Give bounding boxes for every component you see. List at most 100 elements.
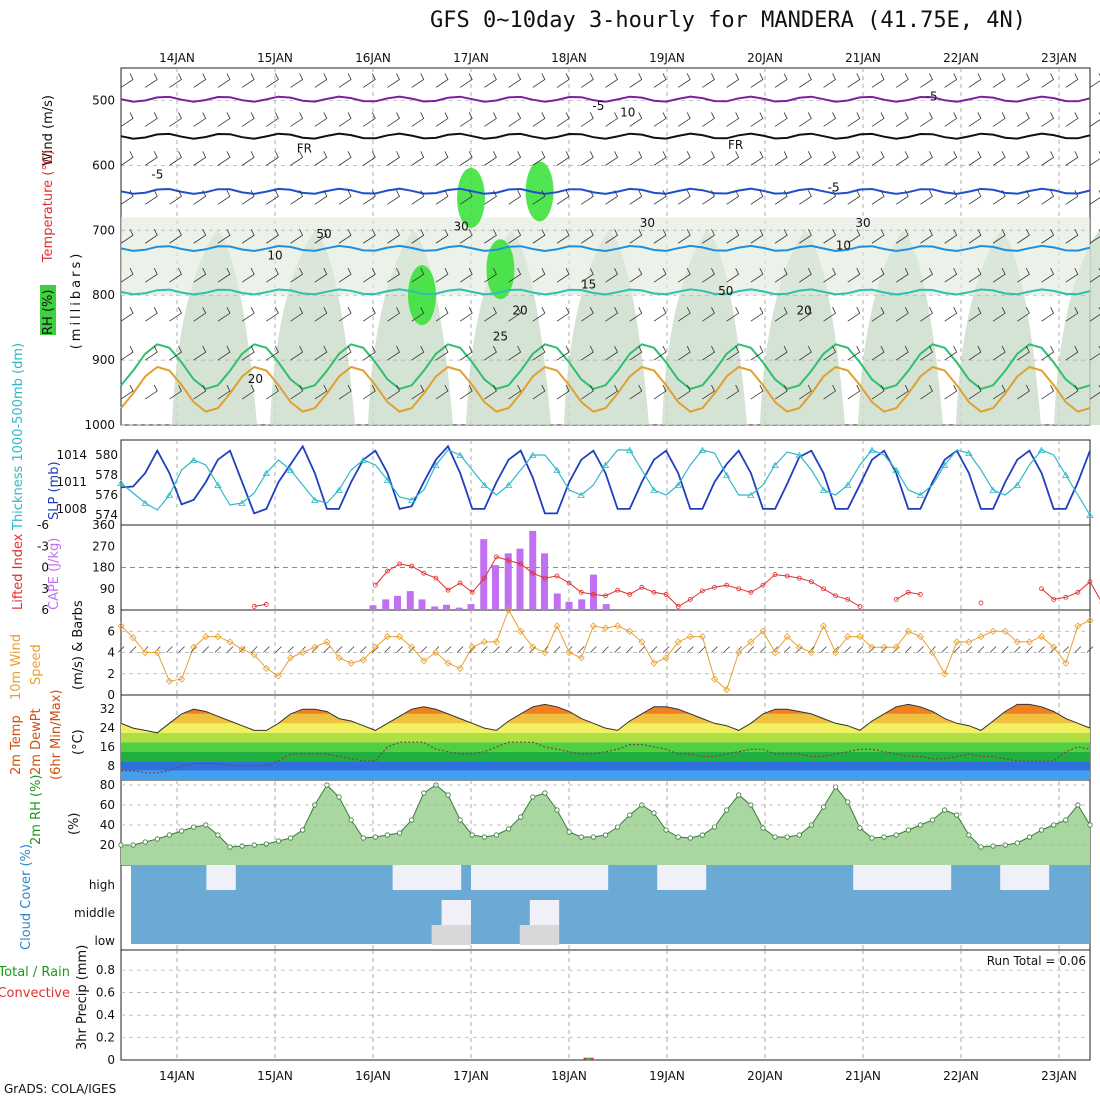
wind-point [202, 632, 210, 641]
temp-axis-label-b: 2m DewPt [29, 708, 44, 775]
bottom-day-label: 19JAN [649, 1069, 685, 1083]
li-point [566, 580, 572, 586]
wind-barb [120, 384, 134, 400]
li-point [1039, 586, 1044, 592]
wind-point [335, 654, 343, 662]
temp-tick: 32 [100, 702, 115, 716]
wind-barb [823, 345, 837, 361]
wind-point [238, 645, 246, 653]
wind-barb [581, 306, 594, 322]
wind-barb [120, 190, 134, 205]
rh-point [348, 817, 354, 823]
wind-barb [459, 190, 473, 205]
li-tick: -6 [37, 518, 49, 532]
wind-barb [799, 384, 812, 400]
wind-barb [532, 151, 546, 166]
wind-barb [508, 151, 522, 166]
wind-barb [920, 229, 933, 244]
wind-barb [847, 229, 861, 244]
contour-label: 10 [836, 239, 851, 253]
wind-barb [169, 151, 182, 166]
cape-tick: 180 [92, 561, 115, 575]
thickness-point [189, 456, 198, 463]
li-point [833, 593, 839, 599]
wind-barb [435, 112, 449, 127]
wind-barb [193, 190, 207, 205]
wind-point [989, 627, 997, 635]
wind-point [904, 627, 912, 635]
wind-barb [702, 229, 715, 244]
wind-barb [314, 73, 328, 88]
wind-barb [750, 229, 764, 244]
wind-barb [532, 190, 546, 205]
wind-barb [217, 151, 231, 166]
isotherm-line [120, 187, 1091, 195]
wind-barb-10m [372, 646, 379, 653]
wind-barb [968, 384, 982, 400]
rh-point [833, 784, 839, 790]
li-tick: -3 [37, 539, 49, 553]
wind-barb [992, 268, 1006, 283]
wind-point [844, 632, 852, 641]
cape-bar [406, 591, 414, 610]
wind-barb [968, 151, 982, 166]
wind-barb [823, 190, 837, 205]
rh-point [530, 794, 536, 800]
top-day-label: 17JAN [453, 51, 489, 65]
precip-legend-convective: Convective [0, 986, 70, 1001]
wind-barb-10m [166, 646, 173, 653]
thickness-point [868, 446, 876, 453]
cape-bar [565, 601, 573, 610]
rh-point [590, 834, 596, 840]
wind-barb [217, 190, 231, 205]
rh-point [1026, 834, 1033, 840]
wind-barb-10m [444, 646, 452, 653]
isotherm-line [120, 132, 1091, 140]
wind-barb-10m [614, 646, 621, 653]
cape-axis-label: CAPE (J/kg) [47, 538, 62, 610]
wind-barb [338, 151, 352, 166]
wind-barb [266, 306, 279, 322]
wind-barb-10m [396, 646, 403, 653]
wind-barb [1065, 229, 1079, 244]
wind-point [1062, 659, 1070, 667]
slp-series-line [120, 444, 1091, 515]
wind-barb [799, 268, 812, 283]
wind-barb [871, 112, 885, 127]
top-day-label: 14JAN [159, 51, 195, 65]
wind-barb [169, 190, 182, 205]
wind-barb [435, 384, 449, 400]
thickness-tick: 578 [95, 468, 118, 482]
thickness-point [456, 451, 464, 458]
wind-barb [895, 384, 909, 400]
wind-barb [363, 229, 376, 244]
wind-barb [581, 190, 594, 205]
rh-point [1014, 840, 1020, 846]
rh-point [942, 807, 948, 813]
isotherm-line [120, 95, 1091, 103]
chart-title: GFS 0~10day 3-hourly for MANDERA (41.75E… [430, 8, 1027, 33]
wind-point [1074, 622, 1082, 630]
wind-barb [314, 268, 328, 283]
wind-barb [1089, 384, 1100, 400]
pressure-tick: 1000 [84, 418, 115, 432]
run-total-label: Run Total = 0.06 [987, 954, 1086, 968]
wind-barb-10m [892, 646, 900, 653]
wind-barb [217, 73, 231, 88]
rh-point [602, 832, 609, 838]
wind-barb [459, 384, 473, 400]
wind-barb [266, 112, 279, 127]
wind-barb [193, 306, 207, 322]
wind-barb [241, 73, 255, 88]
wind-barb-10m [263, 646, 270, 653]
slp-tick: 1014 [56, 448, 87, 462]
rh-point [893, 832, 899, 838]
wind-barb [581, 384, 594, 400]
wind-barb [435, 190, 449, 205]
wind-barb-10m [360, 646, 367, 653]
wind-barb [484, 73, 497, 88]
wind-barb [411, 190, 425, 205]
wind-barb-10m [820, 646, 827, 653]
thickness-point [165, 491, 174, 498]
cape-bar [504, 553, 512, 610]
